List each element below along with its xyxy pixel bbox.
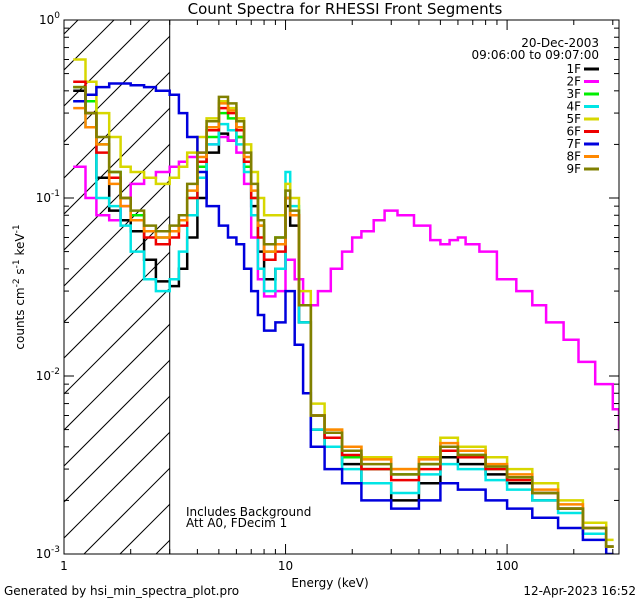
annotation-background: Includes Background <box>186 505 311 519</box>
series-7f <box>73 82 614 554</box>
legend-label-6f: 6F <box>566 125 581 139</box>
legend-label-5f: 5F <box>566 112 581 126</box>
legend-label-8f: 8F <box>566 150 581 164</box>
y-axis: 100 10-1 10-2 10-3 <box>36 11 619 561</box>
y-tick-label: 10-3 <box>36 545 60 561</box>
x-axis: 1 10 100 <box>60 20 614 573</box>
generated-by-label: Generated by hsi_min_spectra_plot.pro <box>4 584 239 598</box>
annotation-attenuator: Att A0, FDecim 1 <box>186 516 287 530</box>
y-tick-label: 10-2 <box>36 367 60 383</box>
date-label: 20-Dec-2003 <box>521 36 599 50</box>
y-tick-label: 10-1 <box>36 189 60 205</box>
series-group <box>73 58 619 554</box>
legend-label-1f: 1F <box>566 62 581 76</box>
y-tick-label: 100 <box>39 11 60 27</box>
x-tick-label: 100 <box>496 559 519 573</box>
legend-label-7f: 7F <box>566 137 581 151</box>
legend-label-2f: 2F <box>566 75 581 89</box>
x-tick-label: 10 <box>278 559 293 573</box>
plot-frame <box>63 19 620 555</box>
timestamp-label: 12-Apr-2023 16:52 <box>523 584 636 598</box>
time-range-label: 09:06:00 to 09:07:00 <box>472 48 599 62</box>
series-5f <box>73 58 614 542</box>
y-axis-label: counts cm-2 s-1 keV-1 <box>12 224 27 349</box>
x-axis-label: Energy (keV) <box>291 576 368 590</box>
legend-label-4f: 4F <box>566 100 581 114</box>
series-9f <box>73 85 614 548</box>
series-2f <box>73 135 619 431</box>
series-1f <box>73 89 614 548</box>
excluded-energy-hatch <box>64 20 619 554</box>
series-4f <box>73 99 614 548</box>
legend-label-9f: 9F <box>566 162 581 176</box>
legend-label-3f: 3F <box>566 87 581 101</box>
x-tick-label: 1 <box>60 559 68 573</box>
chart-title: Count Spectra for RHESSI Front Segments <box>188 0 503 18</box>
